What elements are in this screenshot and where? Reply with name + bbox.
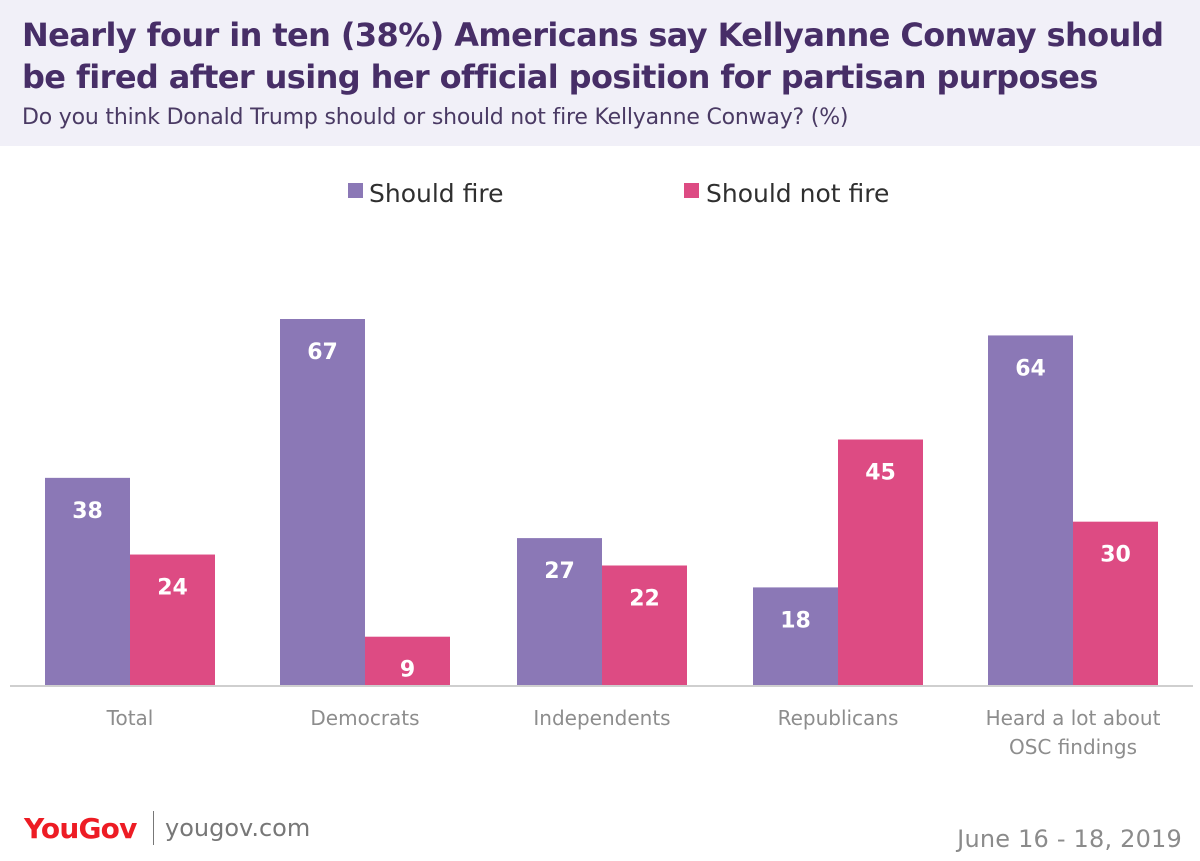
bar-should-not-fire-3 (838, 439, 923, 686)
footer-divider (153, 811, 154, 845)
data-label-should-not-fire-0: 24 (157, 576, 188, 601)
chart-subtitle: Do you think Donald Trump should or shou… (22, 105, 849, 130)
category-label-1: Democrats (310, 706, 419, 730)
category-label-0: Total (106, 706, 154, 730)
bar-should-not-fire-0 (130, 554, 215, 686)
chart-bars (45, 319, 1158, 686)
data-label-should-not-fire-4: 30 (1100, 543, 1131, 568)
yougov-logo: YouGov (24, 812, 137, 845)
legend-swatch-should-not-fire (684, 183, 699, 198)
category-label-2: Independents (533, 706, 670, 730)
legend-swatch-should-fire (348, 183, 363, 198)
bar-should-not-fire-1 (365, 636, 450, 686)
chart-data-labels: 38 24 67 9 27 22 18 45 64 30 (72, 340, 1131, 683)
bar-should-not-fire-2 (602, 565, 687, 686)
legend-label-should-not-fire: Should not fire (706, 179, 889, 208)
bar-should-fire-1 (280, 319, 365, 686)
category-label-4-1: OSC findings (1009, 735, 1137, 759)
chart-header: Nearly four in ten (38%) Americans say K… (0, 0, 1200, 146)
chart-category-labels: Total Democrats Independents Republicans Hea… (106, 706, 1161, 759)
data-label-should-fire-0: 38 (72, 499, 103, 524)
data-label-should-fire-2: 27 (544, 559, 575, 584)
legend-item-should-fire: Should fire (348, 179, 503, 208)
category-label-4-0: Heard a lot about (986, 706, 1161, 730)
fieldwork-date: June 16 - 18, 2019 (957, 825, 1182, 853)
data-label-should-not-fire-3: 45 (865, 461, 896, 486)
footer-url: yougov.com (165, 814, 311, 842)
legend-item-should-not-fire: Should not fire (684, 179, 889, 208)
bar-should-fire-4 (988, 335, 1073, 686)
bar-should-fire-2 (517, 538, 602, 686)
chart-title: Nearly four in ten (38%) Americans say K… (22, 16, 1164, 96)
data-label-should-fire-4: 64 (1015, 356, 1046, 381)
data-label-should-not-fire-1: 9 (400, 658, 415, 683)
category-label-3: Republicans (778, 706, 899, 730)
bar-should-not-fire-4 (1073, 521, 1158, 686)
chart-legend: Should fire Should not fire (348, 179, 889, 208)
legend-label-should-fire: Should fire (369, 179, 503, 208)
data-label-should-fire-1: 67 (307, 340, 338, 365)
bar-should-fire-3 (753, 587, 838, 686)
data-label-should-not-fire-2: 22 (629, 586, 660, 611)
bar-should-fire-0 (45, 477, 130, 686)
data-label-should-fire-3: 18 (780, 608, 811, 633)
